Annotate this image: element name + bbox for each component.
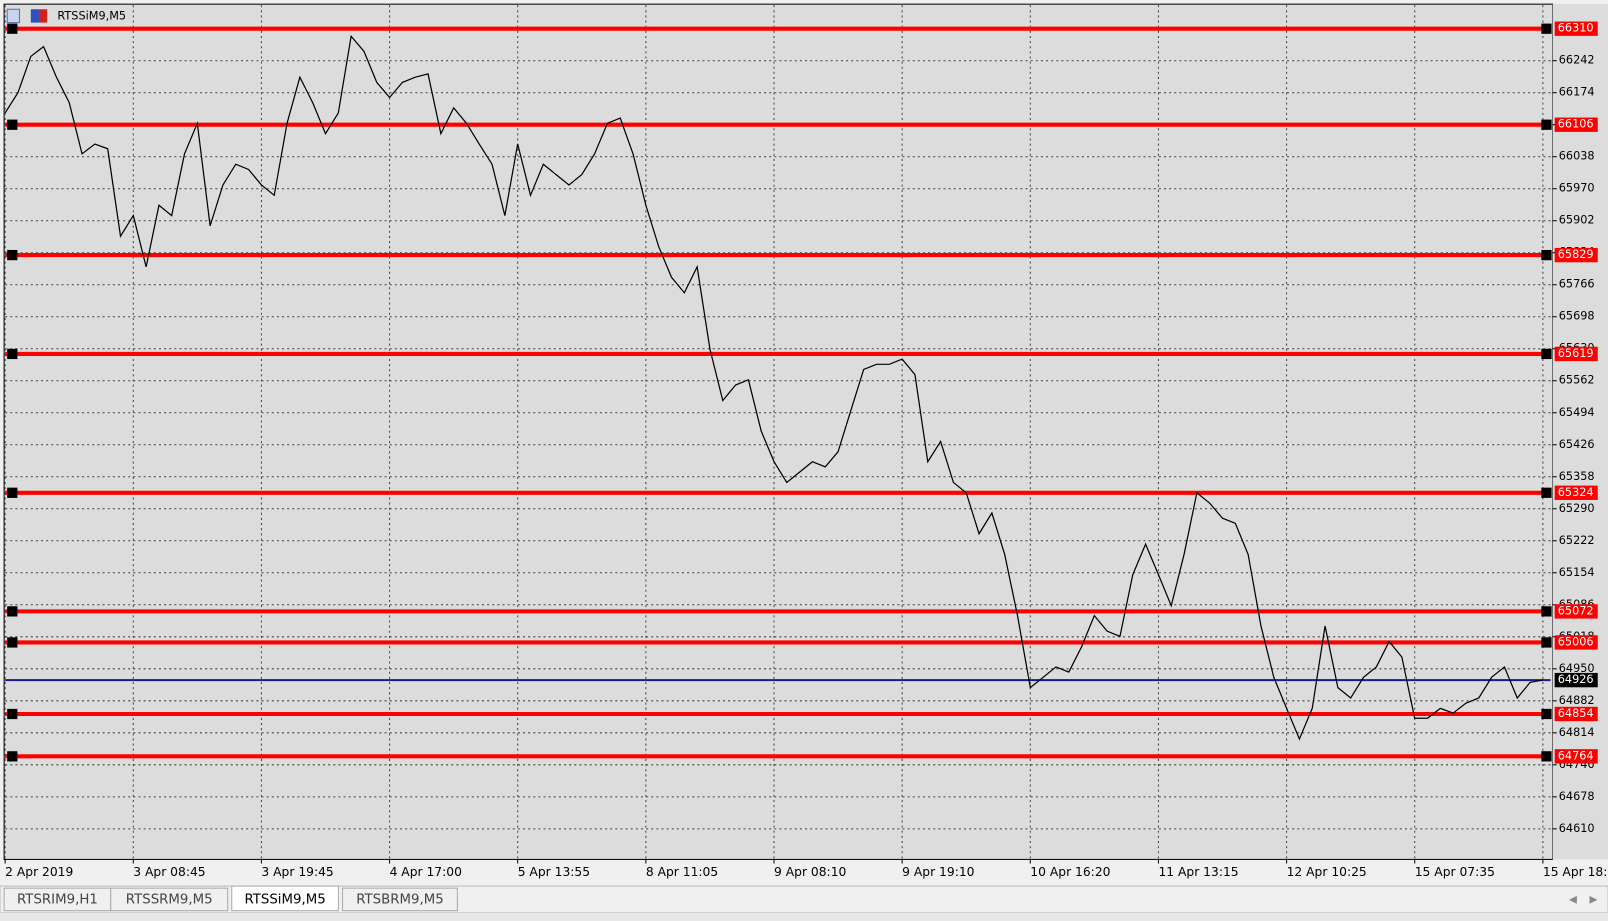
price-line xyxy=(4,34,1543,741)
x-tick-label: 4 Apr 17:00 xyxy=(390,865,462,879)
y-tick-label: 65494 xyxy=(1559,406,1595,419)
level-handle xyxy=(1541,637,1552,648)
level-label: 66106 xyxy=(1558,118,1594,131)
level-handle xyxy=(7,487,18,498)
level-handle xyxy=(1541,348,1552,360)
x-tick-label: 5 Apr 13:55 xyxy=(518,865,590,879)
level-handle xyxy=(7,119,18,130)
tab[interactable] xyxy=(231,885,339,912)
x-tick-label: 9 Apr 08:10 xyxy=(774,865,846,879)
y-tick-label: 66174 xyxy=(1559,86,1595,99)
y-tick-label: 65766 xyxy=(1559,278,1595,291)
level-handle xyxy=(1541,487,1552,498)
level-handle xyxy=(7,708,18,720)
level-label: 65619 xyxy=(1558,347,1594,360)
level-label-bg xyxy=(1554,749,1598,764)
current-price-bg xyxy=(1554,672,1598,688)
level-label: 64854 xyxy=(1558,707,1594,720)
x-tick-label: 12 Apr 10:25 xyxy=(1287,865,1367,879)
y-tick-label: 64950 xyxy=(1559,662,1595,675)
level-handle xyxy=(7,348,18,360)
level-handle xyxy=(1541,23,1552,34)
y-tick-label: 65562 xyxy=(1559,374,1595,387)
level-label-bg xyxy=(1554,346,1598,362)
level-label-bg xyxy=(1554,21,1598,36)
y-tick-label: 66038 xyxy=(1559,150,1595,163)
chart-title: RTSSiM9,M5 xyxy=(57,9,126,22)
tab-label[interactable]: RTSSRM9,M5 xyxy=(126,892,213,907)
x-tick-label: 8 Apr 11:05 xyxy=(646,865,718,879)
tab-label[interactable]: RTSRIM9,H1 xyxy=(17,892,98,907)
levels xyxy=(5,23,1552,762)
level-label-bg xyxy=(1554,117,1598,132)
y-tick-label: 64678 xyxy=(1559,790,1595,803)
tabs: RTSRIM9,H1 RTSSRM9,M5 RTSSiM9,M5 RTSBRM9,M5 xyxy=(3,885,458,912)
level-label: 65324 xyxy=(1558,486,1594,499)
y-tick-label: 65358 xyxy=(1559,470,1595,483)
level-handle xyxy=(7,23,18,34)
current-price-label: 64926 xyxy=(1558,673,1594,686)
level-label: 65006 xyxy=(1558,635,1594,648)
scroll-right[interactable]: ▶ xyxy=(1590,893,1598,905)
x-tick-label: 15 Apr 18:35 xyxy=(1543,865,1608,879)
y-tick-label: 65970 xyxy=(1559,182,1595,195)
x-tick-label: 15 Apr 07:35 xyxy=(1415,865,1495,879)
level-handle xyxy=(7,606,18,617)
plot-area xyxy=(3,3,1554,860)
window-icon xyxy=(38,9,48,23)
tab-label[interactable]: RTSSiM9,M5 xyxy=(244,892,325,907)
x-tick-label: 11 Apr 13:15 xyxy=(1158,865,1238,879)
x-tick-label: 10 Apr 16:20 xyxy=(1030,865,1110,879)
level-label: 64764 xyxy=(1558,749,1594,762)
y-tick-label: 64882 xyxy=(1559,694,1595,707)
x-tick-label: 2 Apr 2019 xyxy=(5,865,73,879)
window-icon xyxy=(30,9,39,23)
y-tick-label: 65154 xyxy=(1559,566,1595,579)
grid xyxy=(4,5,1551,860)
window-icon xyxy=(6,8,20,24)
y-tick-label: 65426 xyxy=(1559,438,1595,451)
y-tick-label: 65698 xyxy=(1559,310,1595,323)
status-bar xyxy=(0,912,1608,921)
level-handle xyxy=(7,637,18,648)
tab-label[interactable]: RTSBRM9,M5 xyxy=(356,892,444,907)
y-tick-label: 65902 xyxy=(1559,214,1595,227)
series xyxy=(4,34,1543,741)
y-tick-label: 64814 xyxy=(1559,726,1595,739)
level-handle xyxy=(7,249,18,261)
level-label-bg xyxy=(1554,485,1598,500)
level-handle xyxy=(1541,119,1552,130)
x-tick-label: 9 Apr 19:10 xyxy=(902,865,974,879)
tab[interactable] xyxy=(342,887,458,912)
x-tick-label: 3 Apr 19:45 xyxy=(261,865,333,879)
x-tick-label: 3 Apr 08:45 xyxy=(133,865,205,879)
level-handle xyxy=(7,751,18,762)
level-label-bg xyxy=(1554,706,1598,722)
level-handle xyxy=(1541,606,1552,617)
y-tick-label: 65290 xyxy=(1559,502,1595,515)
y-tick-label: 64610 xyxy=(1559,822,1595,835)
level-label: 66310 xyxy=(1558,22,1594,35)
level-label-bg xyxy=(1554,604,1598,619)
axes: 6624266174661066603865970659026583465766… xyxy=(4,21,1608,879)
y-tick-label: 65222 xyxy=(1559,534,1595,547)
scroll-left[interactable]: ◀ xyxy=(1569,893,1577,905)
level-label: 65829 xyxy=(1558,248,1594,261)
level-label-bg xyxy=(1554,635,1598,650)
tab[interactable] xyxy=(110,887,229,912)
level-handle xyxy=(1541,708,1552,720)
level-label-bg xyxy=(1554,247,1598,263)
level-handle xyxy=(1541,751,1552,762)
level-handle xyxy=(1541,249,1552,261)
y-tick-label: 66242 xyxy=(1559,54,1595,67)
level-label: 65072 xyxy=(1558,604,1594,617)
